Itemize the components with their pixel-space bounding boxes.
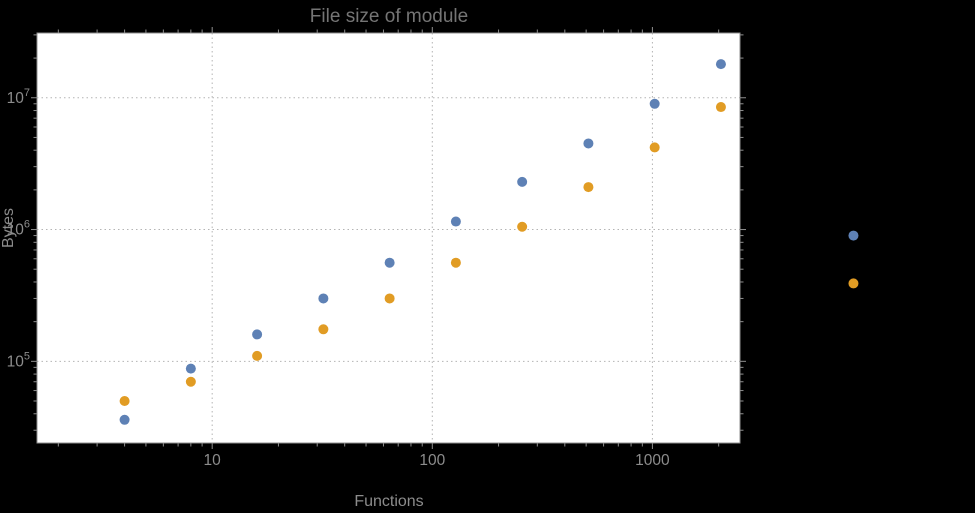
data-point	[119, 395, 130, 406]
data-point	[583, 182, 594, 193]
plot-frame	[36, 32, 741, 444]
axis-tick-labels: 10 100 1000 105 106 107	[7, 87, 670, 469]
data-point	[715, 59, 726, 70]
data-point	[252, 329, 263, 340]
data-point	[318, 324, 329, 335]
x-axis-label: Functions	[354, 493, 423, 510]
data-point	[384, 257, 395, 268]
data-point	[649, 142, 660, 153]
data-point	[185, 376, 196, 387]
axis-ticks	[31, 27, 746, 449]
x-tick-label: 100	[419, 452, 445, 469]
x-tick-label: 1000	[635, 452, 670, 469]
x-tick-label: 10	[204, 452, 222, 469]
data-point	[252, 350, 263, 361]
chart-title: File size of module	[310, 6, 468, 27]
data-point	[384, 293, 395, 304]
y-tick-label: 107	[7, 87, 30, 107]
plot-area	[37, 33, 740, 443]
data-point	[318, 293, 329, 304]
data-point	[715, 102, 726, 113]
data-point	[583, 138, 594, 149]
data-point	[517, 221, 528, 232]
data-point	[517, 176, 528, 187]
data-point	[450, 216, 461, 227]
data-point	[185, 363, 196, 374]
data-point	[848, 230, 859, 241]
data-point	[119, 414, 130, 425]
data-point	[450, 257, 461, 268]
data-points	[119, 59, 859, 425]
y-tick-label: 105	[7, 350, 30, 370]
data-point	[848, 278, 859, 289]
y-tick-label: 106	[7, 219, 30, 239]
data-point	[649, 98, 660, 109]
y-axis-label: Bytes	[0, 208, 17, 248]
